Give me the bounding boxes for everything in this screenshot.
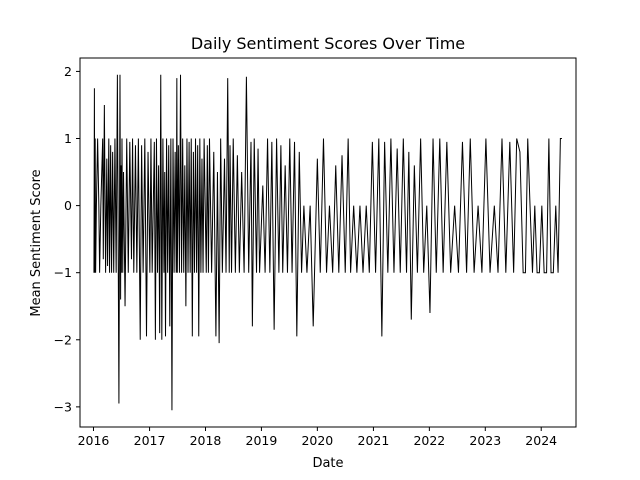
x-axis-label: Date bbox=[312, 456, 343, 471]
y-axis: −3 −2 −1 0 1 2 bbox=[54, 64, 80, 414]
x-tick-label: 2016 bbox=[78, 433, 110, 448]
y-tick-label: 2 bbox=[64, 64, 72, 79]
y-tick-label: −2 bbox=[54, 332, 72, 347]
x-tick-label: 2019 bbox=[246, 433, 278, 448]
series-line-0 bbox=[93, 74, 562, 411]
y-tick-label: −3 bbox=[54, 399, 72, 414]
x-tick-label: 2018 bbox=[190, 433, 222, 448]
x-axis: 2016 2017 2018 2019 2020 2021 2022 2023 2024 bbox=[78, 427, 557, 448]
x-tick-label: 2017 bbox=[134, 433, 166, 448]
x-tick-label: 2020 bbox=[301, 433, 333, 448]
chart-title: Daily Sentiment Scores Over Time bbox=[191, 34, 465, 53]
x-tick-label: 2024 bbox=[525, 433, 557, 448]
x-tick-label: 2023 bbox=[469, 433, 501, 448]
y-axis-label: Mean Sentiment Score bbox=[29, 169, 44, 316]
x-tick-label: 2022 bbox=[413, 433, 445, 448]
x-tick-label: 2021 bbox=[358, 433, 390, 448]
series-line-group bbox=[93, 74, 562, 411]
plot-frame bbox=[79, 57, 577, 428]
y-tick-label: 1 bbox=[64, 131, 72, 146]
y-tick-label: 0 bbox=[64, 198, 72, 213]
y-tick-label: −1 bbox=[54, 265, 72, 280]
